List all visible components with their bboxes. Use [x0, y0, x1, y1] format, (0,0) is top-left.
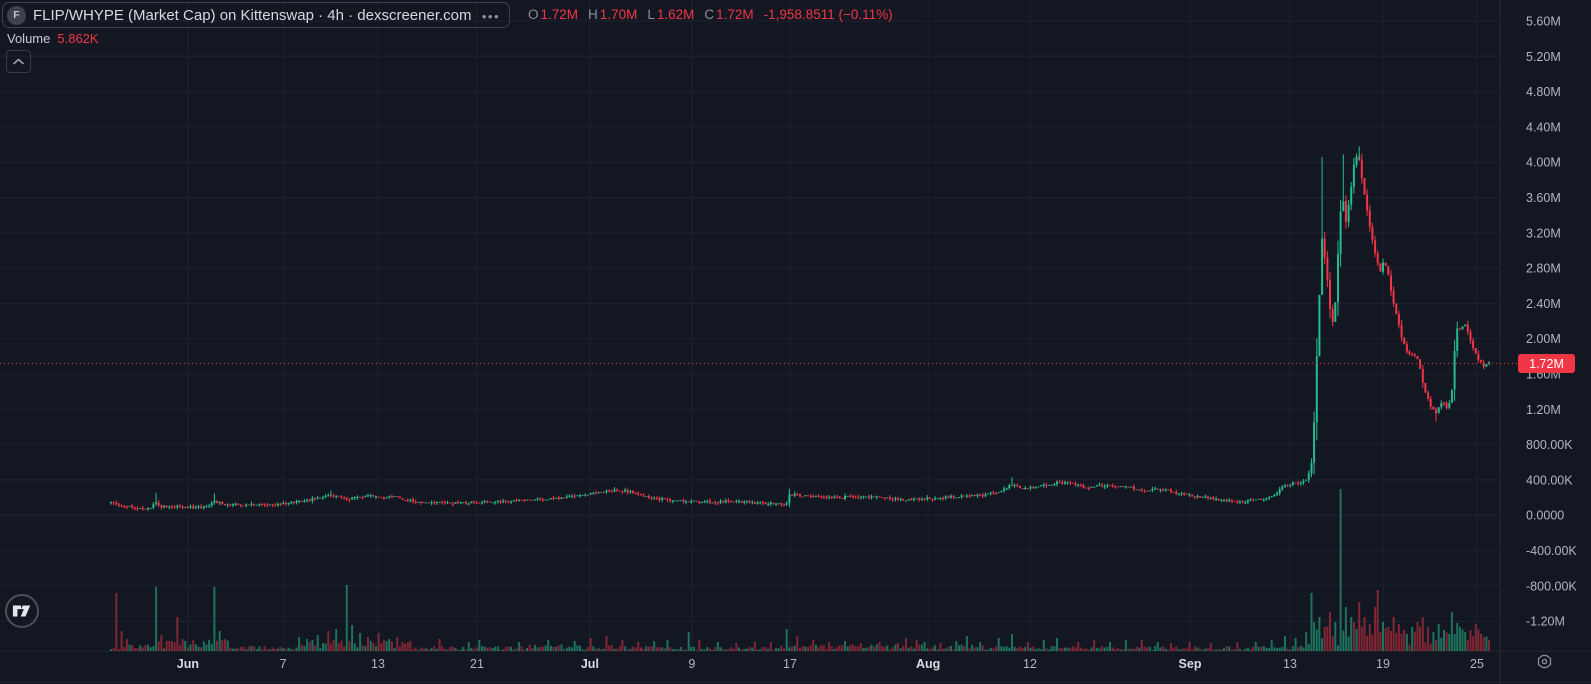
svg-text:19: 19: [1376, 657, 1390, 671]
x-axis-labels: Jun 7 13 21 Jul 9 17 Aug 12 Sep 13 19 25: [177, 657, 1484, 671]
high-label: H: [588, 7, 598, 22]
svg-text:Sep: Sep: [1179, 657, 1202, 671]
svg-text:1.20M: 1.20M: [1526, 403, 1561, 417]
svg-text:25: 25: [1470, 657, 1484, 671]
svg-text:9: 9: [688, 657, 695, 671]
chevron-up-icon: [13, 58, 24, 65]
chart-title: FLIP/WHYPE (Market Cap) on Kittenswap · …: [33, 6, 472, 24]
tradingview-icon: [12, 605, 31, 617]
svg-text:Aug: Aug: [916, 657, 940, 671]
svg-text:2.40M: 2.40M: [1526, 297, 1561, 311]
svg-text:17: 17: [783, 657, 797, 671]
svg-text:4.00M: 4.00M: [1526, 156, 1561, 170]
open-label: O: [528, 7, 539, 22]
svg-text:-1.20M: -1.20M: [1526, 615, 1565, 629]
y-axis-labels: 5.60M 5.20M 4.80M 4.40M 4.00M 3.60M 3.20M 2.80M…: [1526, 15, 1577, 629]
low-value: 1.62M: [656, 7, 695, 22]
volume-layer: [110, 489, 1490, 651]
more-options-icon[interactable]: •••: [481, 8, 500, 24]
volume-value: 5.862K: [57, 31, 99, 46]
collapse-indicators-button[interactable]: [6, 50, 31, 73]
change-value: -1,958.8511 (−0.11%): [763, 7, 893, 22]
close-label: C: [704, 7, 715, 22]
svg-text:800.00K: 800.00K: [1526, 438, 1573, 452]
svg-text:13: 13: [371, 657, 385, 671]
svg-text:-400.00K: -400.00K: [1526, 544, 1577, 558]
token-logo-icon: F: [7, 5, 26, 25]
svg-text:0.0000: 0.0000: [1526, 509, 1564, 523]
tradingview-logo[interactable]: [5, 594, 39, 628]
svg-text:400.00K: 400.00K: [1526, 473, 1573, 487]
svg-text:5.20M: 5.20M: [1526, 50, 1561, 64]
close-value: 1.72M: [716, 7, 754, 22]
svg-text:4.40M: 4.40M: [1526, 120, 1561, 134]
svg-text:Jul: Jul: [581, 657, 599, 671]
svg-text:3.20M: 3.20M: [1526, 226, 1561, 240]
last-price-badge: 1.72M: [1518, 354, 1575, 373]
svg-text:4.80M: 4.80M: [1526, 85, 1561, 99]
svg-text:3.60M: 3.60M: [1526, 191, 1561, 205]
axis-settings-gear-icon[interactable]: [1534, 651, 1554, 671]
candles-layer: [110, 146, 1490, 511]
svg-text:13: 13: [1283, 657, 1297, 671]
svg-text:12: 12: [1023, 657, 1037, 671]
svg-text:2.00M: 2.00M: [1526, 332, 1561, 346]
svg-text:Jun: Jun: [177, 657, 199, 671]
volume-readout: Volume 5.862K: [7, 31, 99, 46]
svg-text:-800.00K: -800.00K: [1526, 579, 1577, 593]
volume-label: Volume: [7, 31, 51, 46]
high-value: 1.70M: [599, 7, 638, 22]
svg-text:5.60M: 5.60M: [1526, 15, 1561, 29]
svg-text:21: 21: [470, 657, 484, 671]
low-label: L: [647, 7, 655, 22]
svg-text:2.80M: 2.80M: [1526, 262, 1561, 276]
open-value: 1.72M: [540, 7, 579, 22]
chart-legend[interactable]: F FLIP/WHYPE (Market Cap) on Kittenswap …: [2, 2, 510, 28]
svg-text:7: 7: [280, 657, 287, 671]
ohlc-readout: O 1.72M H 1.70M L 1.62M C 1.72M -1,958.8…: [528, 7, 893, 22]
